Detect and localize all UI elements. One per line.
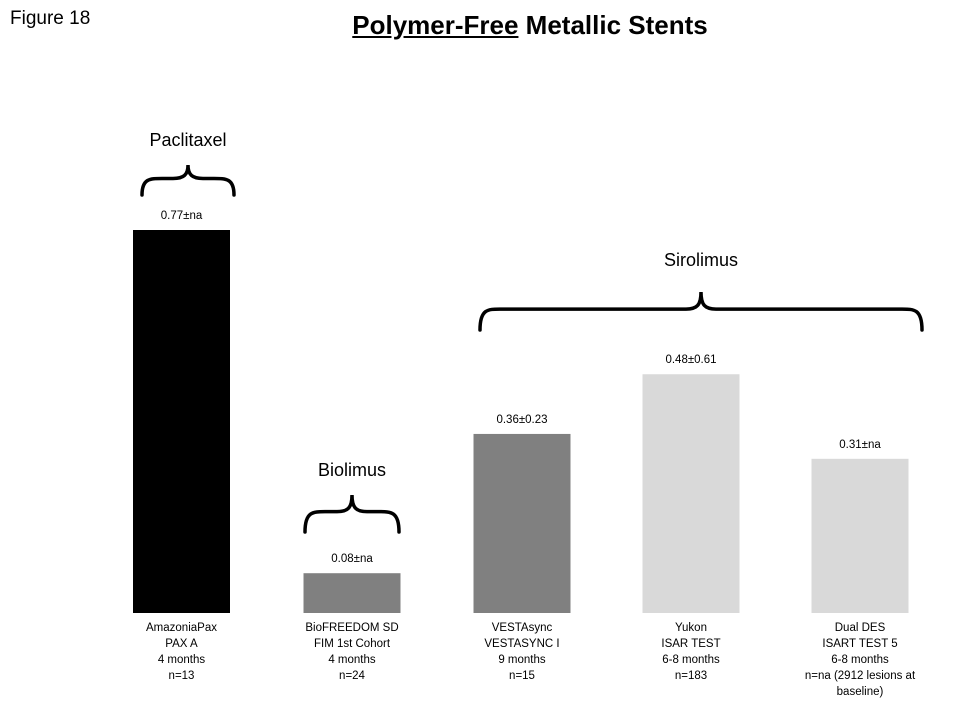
group-brace bbox=[303, 494, 401, 534]
category-label-line: Dual DES bbox=[834, 622, 886, 634]
category-label-line: 9 months bbox=[498, 654, 546, 666]
category-label-line: ISART TEST 5 bbox=[822, 638, 898, 650]
category-label-line: FIM 1st Cohort bbox=[313, 638, 391, 650]
data-label: 0.77±na bbox=[161, 210, 203, 222]
data-label: 0.36±0.23 bbox=[496, 414, 547, 426]
bar bbox=[642, 374, 740, 613]
data-label: 0.31±na bbox=[839, 439, 881, 451]
category-label-line: AmazoniaPax bbox=[146, 622, 217, 634]
category-label: AmazoniaPax PAX A 4 months n=13 bbox=[102, 620, 262, 684]
category-label-line: n=24 bbox=[339, 670, 365, 682]
group-brace bbox=[478, 291, 924, 332]
category-label: BioFREEDOM SD FIM 1st Cohort 4 months n=24 bbox=[272, 620, 432, 684]
category-label-line: Yukon bbox=[675, 622, 707, 634]
chart-title: Polymer-Free Metallic Stents bbox=[0, 10, 960, 41]
category-label: Dual DES ISART TEST 5 6-8 months n=na (2912… bbox=[780, 620, 940, 700]
category-label-line: VESTASYNC I bbox=[484, 638, 560, 650]
category-label-line: n=15 bbox=[509, 670, 535, 682]
category-label-line: 6-8 months bbox=[831, 654, 889, 666]
group-label: Paclitaxel bbox=[149, 130, 226, 150]
category-label-line: baseline) bbox=[836, 686, 884, 698]
category-label: VESTAsync VESTASYNC I 9 months n=15 bbox=[442, 620, 602, 684]
data-label: 0.08±na bbox=[331, 553, 373, 565]
category-label-line: 4 months bbox=[328, 654, 376, 666]
category-label-line: ISAR TEST bbox=[661, 638, 721, 650]
figure-label: Figure 18 bbox=[10, 8, 91, 29]
bar bbox=[811, 458, 909, 613]
category-label-line: VESTAsync bbox=[491, 622, 553, 634]
category-label-line: PAX A bbox=[165, 638, 198, 650]
title-rest: Metallic Stents bbox=[518, 10, 708, 40]
bar bbox=[133, 230, 230, 613]
category-label-line: n=183 bbox=[674, 670, 708, 682]
group-brace bbox=[140, 164, 236, 197]
data-label: 0.48±0.61 bbox=[665, 354, 716, 366]
category-label-line: n=13 bbox=[168, 670, 195, 682]
bar bbox=[473, 433, 571, 613]
title-underlined: Polymer-Free bbox=[352, 10, 519, 40]
category-label-line: BioFREEDOM SD bbox=[305, 622, 399, 634]
group-label: Sirolimus bbox=[664, 250, 738, 270]
category-label-line: n=na (2912 lesions at bbox=[804, 670, 916, 682]
category-label-line: 6-8 months bbox=[662, 654, 720, 666]
group-label: Biolimus bbox=[318, 460, 386, 480]
category-label: Yukon ISAR TEST 6-8 months n=183 bbox=[611, 620, 771, 684]
bar bbox=[303, 573, 401, 613]
category-label-line: 4 months bbox=[157, 654, 206, 666]
